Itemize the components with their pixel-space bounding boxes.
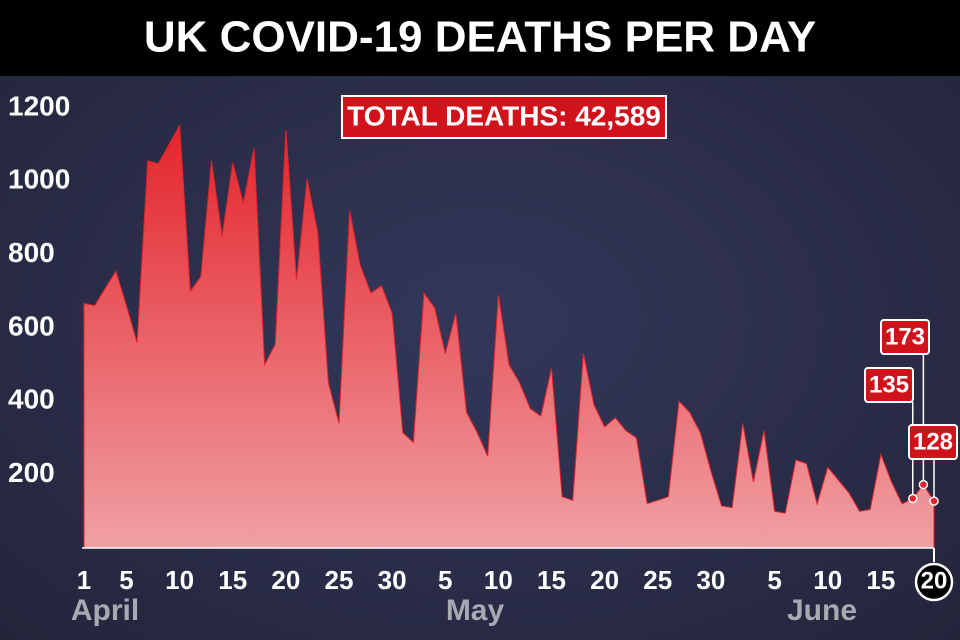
chart-title: UK COVID-19 DEATHS PER DAY: [144, 13, 816, 62]
data-label: 135: [869, 371, 909, 398]
x-tick-label: 10: [165, 565, 194, 595]
data-point: [908, 493, 918, 504]
end-date-circle: [914, 562, 954, 602]
y-tick-label: 800: [8, 237, 55, 268]
month-label: May: [446, 594, 505, 627]
y-tick-label: 400: [8, 384, 55, 415]
x-tick-label: 5: [438, 565, 452, 595]
x-tick-label: 20: [590, 565, 619, 595]
data-point: [929, 496, 939, 506]
callout-box: [908, 424, 958, 460]
x-tick-label: 20: [921, 567, 948, 594]
x-tick-label: 25: [643, 565, 672, 595]
x-tick-label: 20: [271, 565, 300, 595]
data-label: 173: [885, 323, 925, 350]
month-label: April: [71, 594, 139, 627]
x-tick-label: 25: [325, 565, 354, 595]
total-box: [341, 95, 667, 139]
total-annotation: TOTAL DEATHS: 42,589: [347, 100, 661, 131]
x-tick-label: 5: [119, 565, 133, 595]
title-band: [0, 0, 960, 76]
x-tick-label: 15: [866, 565, 895, 595]
month-label: June: [787, 594, 857, 627]
x-tick-label: 1: [77, 565, 91, 595]
x-tick-label: 10: [813, 565, 842, 595]
area: [83, 123, 935, 549]
y-tick-label: 1000: [8, 164, 70, 195]
y-tick-label: 600: [8, 310, 55, 341]
x-tick-label: 30: [696, 565, 725, 595]
x-tick-label: 15: [218, 565, 247, 595]
x-tick-label: 10: [484, 565, 513, 595]
y-tick-label: 1200: [8, 90, 70, 121]
callout-box: [864, 367, 914, 403]
callout-box: [880, 319, 930, 355]
data-label: 128: [913, 428, 953, 455]
data-point: [918, 479, 929, 490]
x-tick-label: 15: [537, 565, 566, 595]
y-tick-label: 200: [8, 457, 55, 488]
x-tick-label: 5: [767, 565, 781, 595]
x-tick-label: 30: [378, 565, 407, 595]
